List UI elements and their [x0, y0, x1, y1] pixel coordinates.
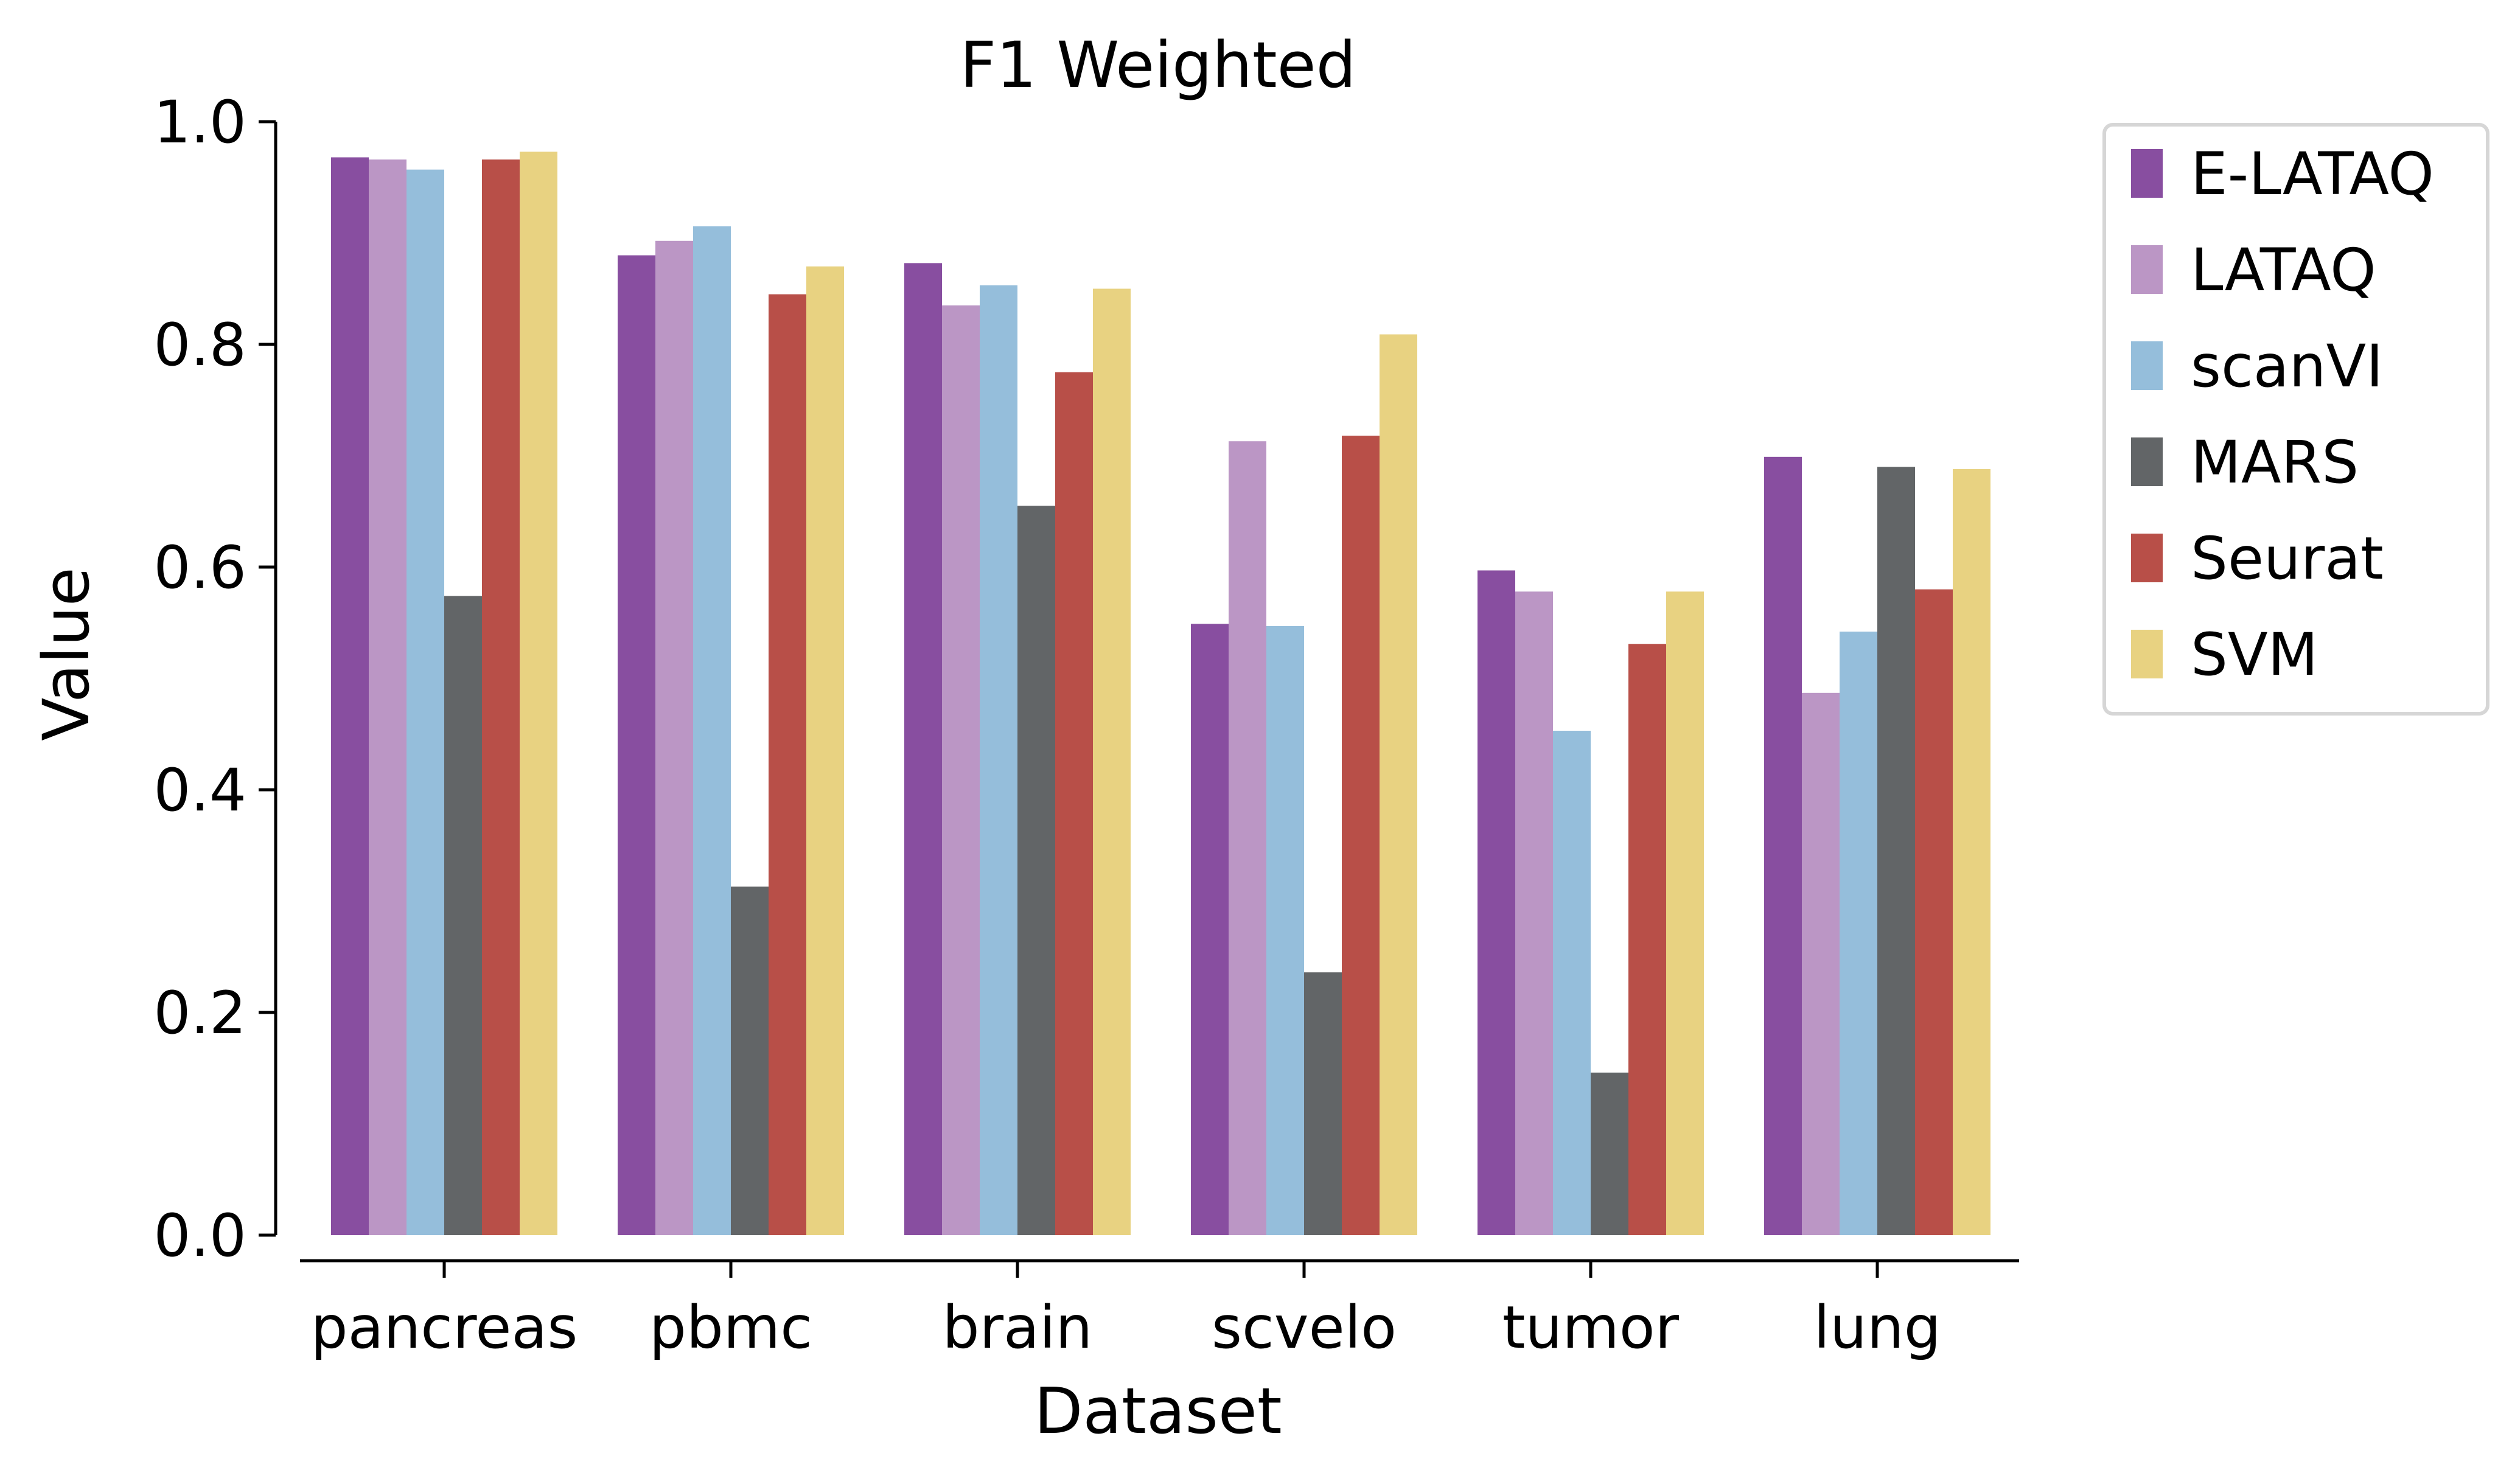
bar-e-lataq-pancreas [331, 157, 369, 1235]
bar-lataq-tumor [1515, 591, 1553, 1235]
bar-seurat-tumor [1628, 644, 1666, 1235]
legend-label-mars: MARS [2191, 428, 2359, 496]
bar-lataq-scvelo [1229, 441, 1266, 1236]
bar-e-lataq-scvelo [1191, 624, 1229, 1235]
y-tick-label: 1.0 [153, 88, 246, 156]
x-axis: pancreas pbmc brain scvelo tumor lung [300, 1259, 2019, 1362]
bar-seurat-brain [1055, 372, 1093, 1235]
bar-mars-tumor [1591, 1072, 1628, 1235]
y-tick-label: 0.6 [153, 534, 246, 602]
y-axis-title: Value [29, 567, 103, 741]
bar-svm-lung [1953, 469, 1990, 1236]
legend-swatch-scanvi [2131, 341, 2163, 390]
chart-title: F1 Weighted [960, 28, 1356, 102]
bar-scanvi-pbmc [693, 226, 731, 1235]
x-axis-title: Dataset [1034, 1374, 1282, 1448]
bar-e-lataq-lung [1764, 456, 1802, 1235]
bar-mars-pbmc [731, 887, 769, 1235]
x-tick-label-tumor: tumor [1502, 1294, 1680, 1362]
y-tick-label: 0.8 [153, 311, 246, 379]
bar-seurat-pancreas [482, 159, 520, 1236]
x-tick-label-pancreas: pancreas [311, 1294, 578, 1362]
y-tick-label: 0.2 [153, 979, 246, 1047]
bar-seurat-pbmc [769, 294, 806, 1235]
bars-layer [331, 152, 1990, 1236]
bar-svm-pancreas [520, 152, 557, 1235]
legend: E-LATAQ LATAQ scanVI MARS Seurat SVM [2102, 123, 2489, 716]
bar-svm-scvelo [1380, 334, 1417, 1235]
bar-seurat-scvelo [1342, 436, 1380, 1235]
bar-lataq-brain [942, 305, 980, 1236]
bar-lataq-pbmc [655, 240, 693, 1235]
bar-scanvi-scvelo [1266, 625, 1304, 1235]
bar-scanvi-tumor [1553, 731, 1591, 1235]
bar-scanvi-pancreas [406, 169, 444, 1236]
bar-mars-pancreas [444, 596, 482, 1235]
bar-e-lataq-pbmc [618, 255, 655, 1236]
legend-label-seurat: Seurat [2191, 524, 2384, 593]
bar-seurat-lung [1915, 589, 1953, 1235]
bar-mars-scvelo [1304, 972, 1342, 1235]
x-tick-label-lung: lung [1813, 1294, 1941, 1362]
legend-label-svm: SVM [2191, 621, 2318, 689]
bar-svm-brain [1093, 288, 1131, 1235]
y-tick-label: 0.0 [153, 1202, 246, 1270]
bar-e-lataq-tumor [1478, 570, 1515, 1235]
y-axis: 0.0 0.2 0.4 0.6 0.8 1.0 [153, 88, 277, 1270]
bar-lataq-pancreas [369, 159, 406, 1236]
legend-label-e-lataq: E-LATAQ [2191, 140, 2434, 208]
bar-svm-tumor [1666, 591, 1704, 1235]
legend-label-scanvi: scanVI [2191, 332, 2383, 400]
legend-frame [2102, 123, 2489, 716]
legend-swatch-e-lataq [2131, 149, 2163, 198]
bar-mars-lung [1877, 467, 1915, 1235]
bar-scanvi-brain [980, 285, 1017, 1235]
legend-label-lataq: LATAQ [2191, 236, 2376, 304]
bar-mars-brain [1017, 506, 1055, 1235]
y-tick-label: 0.4 [153, 756, 246, 824]
legend-swatch-seurat [2131, 534, 2163, 582]
x-tick-label-pbmc: pbmc [649, 1294, 812, 1362]
x-tick-label-scvelo: scvelo [1212, 1294, 1397, 1362]
x-tick-label-brain: brain [943, 1294, 1093, 1362]
legend-swatch-lataq [2131, 245, 2163, 294]
bar-lataq-lung [1802, 692, 1840, 1235]
bar-svm-pbmc [806, 266, 844, 1235]
legend-swatch-mars [2131, 437, 2163, 486]
bar-scanvi-lung [1840, 632, 1877, 1235]
bar-e-lataq-brain [904, 263, 942, 1235]
legend-swatch-svm [2131, 630, 2163, 678]
